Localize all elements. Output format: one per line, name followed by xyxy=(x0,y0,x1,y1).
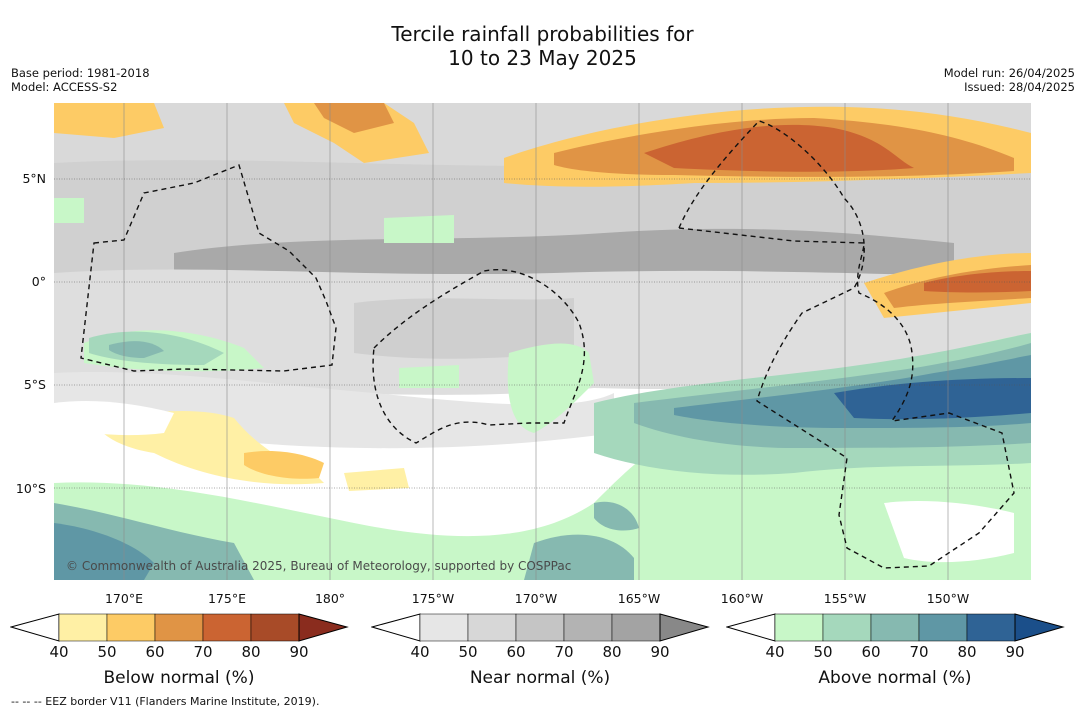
below-tick-80: 80 xyxy=(241,643,261,661)
near-swatch-0 xyxy=(419,613,469,642)
colorbar-below-normal xyxy=(10,613,349,642)
lat-label-0: 0° xyxy=(31,274,46,289)
lon-label-175e: 175°E xyxy=(207,591,246,606)
above-tick-70: 70 xyxy=(909,643,929,661)
lat-label-5n: 5°N xyxy=(22,171,46,186)
above-tick-80: 80 xyxy=(957,643,977,661)
near-tick-80: 80 xyxy=(602,643,622,661)
meta-right: Model run: 26/04/2025 Issued: 28/04/2025 xyxy=(944,66,1075,94)
near-swatch-1 xyxy=(467,613,517,642)
lon-label-155w: 155°W xyxy=(823,591,867,606)
lon-label-170w: 170°W xyxy=(514,591,558,606)
above-swatch-2 xyxy=(870,613,920,642)
lon-label-170e: 170°E xyxy=(104,591,143,606)
below-swatch-4 xyxy=(250,613,300,642)
map-canvas xyxy=(54,103,1031,580)
above-swatch-1 xyxy=(822,613,872,642)
lon-label-180: 180° xyxy=(314,591,346,606)
below-swatch-2 xyxy=(154,613,204,642)
base-period: Base period: 1981-2018 xyxy=(11,66,150,80)
above-swatch-5 xyxy=(1014,613,1065,642)
near-tick-50: 50 xyxy=(458,643,478,661)
near-swatch-2 xyxy=(515,613,565,642)
lon-label-160w: 160°W xyxy=(720,591,764,606)
above-tick-50: 50 xyxy=(813,643,833,661)
near-swatch-3 xyxy=(563,613,613,642)
probability-map xyxy=(54,103,1031,580)
copyright-notice: © Commonwealth of Australia 2025, Bureau… xyxy=(66,559,572,573)
map-title: Tercile rainfall probabilities for 10 to… xyxy=(0,22,1085,70)
above-tick-90: 90 xyxy=(1005,643,1025,661)
lat-label-10s: 10°S xyxy=(15,481,46,496)
below-swatch-0 xyxy=(58,613,108,642)
near-tick-70: 70 xyxy=(554,643,574,661)
lon-label-165w: 165°W xyxy=(617,591,661,606)
title-line-2: 10 to 23 May 2025 xyxy=(448,46,637,70)
near-tick-40: 40 xyxy=(410,643,430,661)
below-tick-70: 70 xyxy=(193,643,213,661)
eez-footnote: -- -- -- EEZ border V11 (Flanders Marine… xyxy=(11,695,320,708)
near-normal-label: Near normal (%) xyxy=(469,668,611,688)
above-swatch-0 xyxy=(774,613,824,642)
lat-label-5s: 5°S xyxy=(23,377,46,392)
above-tick-40: 40 xyxy=(765,643,785,661)
near-swatch-4 xyxy=(611,613,661,642)
meta-left: Base period: 1981-2018 Model: ACCESS-S2 xyxy=(11,66,150,94)
colorbar-near-normal xyxy=(371,613,710,642)
below-tick-90: 90 xyxy=(289,643,309,661)
below-normal-label: Below normal (%) xyxy=(103,668,255,688)
near-swatch-5 xyxy=(659,613,710,642)
above-swatch-3 xyxy=(918,613,968,642)
above-tick-60: 60 xyxy=(861,643,881,661)
issued-date: Issued: 28/04/2025 xyxy=(964,80,1075,94)
below-tick-40: 40 xyxy=(49,643,69,661)
below-tick-60: 60 xyxy=(145,643,165,661)
model-run: Model run: 26/04/2025 xyxy=(943,66,1075,80)
title-line-1: Tercile rainfall probabilities for xyxy=(391,22,694,46)
above-swatch-4 xyxy=(966,613,1016,642)
below-swatch-3 xyxy=(202,613,252,642)
below-tick-50: 50 xyxy=(97,643,117,661)
lon-label-150w: 150°W xyxy=(926,591,970,606)
model-name: Model: ACCESS-S2 xyxy=(11,80,118,94)
lon-label-175w: 175°W xyxy=(411,591,455,606)
near-tick-90: 90 xyxy=(650,643,670,661)
near-tick-60: 60 xyxy=(506,643,526,661)
below-swatch-1 xyxy=(106,613,156,642)
below-swatch-5 xyxy=(298,613,349,642)
above-normal-label: Above normal (%) xyxy=(818,668,972,688)
colorbar-above-normal xyxy=(726,613,1065,642)
